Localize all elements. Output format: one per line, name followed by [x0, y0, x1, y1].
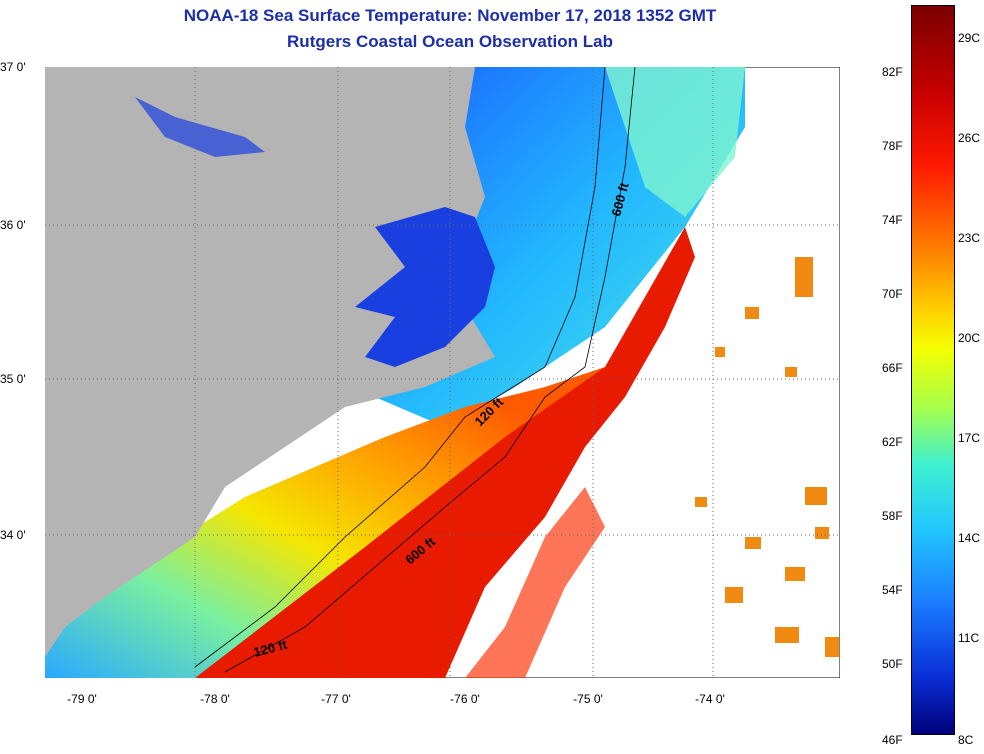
lat-label-36: 36 0': [0, 218, 26, 232]
lon-label-78: -78 0': [200, 692, 230, 706]
colorbar-f-46: 46F: [882, 733, 903, 747]
colorbar-f-54: 54F: [882, 583, 903, 597]
temperature-colorbar: [911, 5, 955, 735]
colorbar-f-58: 58F: [882, 509, 903, 523]
colorbar-f-62: 62F: [882, 435, 903, 449]
map-title: NOAA-18 Sea Surface Temperature: Novembe…: [183, 6, 717, 25]
sound: [355, 207, 495, 367]
gulf-stream: [195, 227, 695, 678]
colorbar-c-23: 23C: [958, 231, 981, 245]
graticule: [45, 67, 840, 678]
isobaths: [194, 67, 636, 673]
colorbar-f-82: 82F: [882, 65, 903, 79]
colorbar-f-70: 70F: [882, 287, 903, 301]
map-subtitle: Rutgers Coastal Ocean Observation Lab: [287, 32, 613, 51]
colorbar-f-50: 50F: [882, 657, 903, 671]
sst-map: 600 ft 120 ft 600 ft 120 ft: [45, 67, 840, 678]
colorbar-c-14: 14C: [958, 531, 981, 545]
colorbar-c-26: 26C: [958, 131, 981, 145]
colorbar-c-20: 20C: [958, 331, 981, 345]
lon-label-77: -77 0': [321, 692, 351, 706]
colorbar-f-74: 74F: [882, 213, 903, 227]
colorbar-c-11: 11C: [958, 631, 980, 645]
lat-label-34: 34 0': [0, 528, 26, 542]
lon-label-76: -76 0': [450, 692, 480, 706]
colorbar-c-17: 17C: [958, 431, 981, 445]
lat-label-35: 35 0': [0, 372, 26, 386]
lon-label-75: -75 0': [573, 692, 603, 706]
lat-label-37: 37 0': [0, 60, 26, 74]
land: [45, 67, 495, 657]
coastal-water: [45, 367, 605, 678]
colorbar-c-8: 8C: [958, 733, 974, 747]
colorbar-c-29: 29C: [958, 31, 981, 45]
colorbar-f-66: 66F: [882, 361, 903, 375]
lon-label-74: -74 0': [695, 692, 725, 706]
lon-label-79: -79 0': [67, 692, 97, 706]
colorbar-f-78: 78F: [882, 139, 903, 153]
offshore-patches: [695, 257, 839, 657]
